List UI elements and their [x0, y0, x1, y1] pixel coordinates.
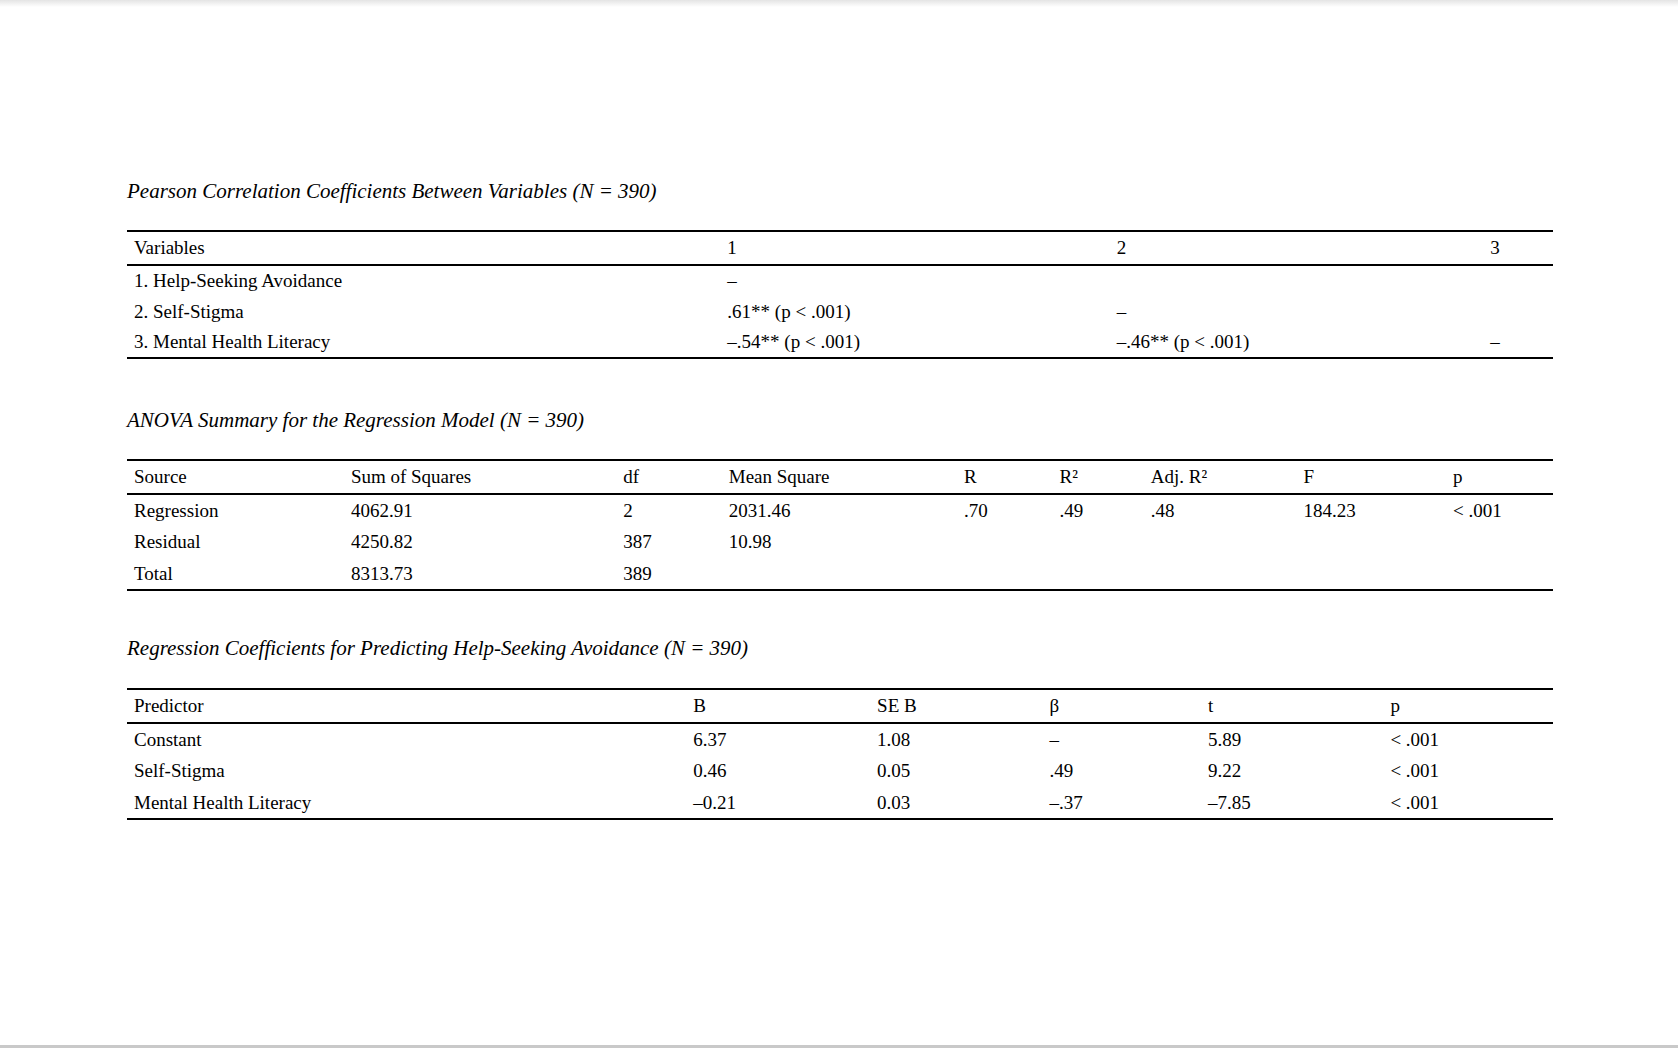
table-cell: – [1050, 723, 1208, 755]
table-cell: 389 [623, 558, 729, 590]
column-header-p: p [1390, 689, 1553, 723]
table-cell: .70 [964, 494, 1060, 526]
column-header-2: 2 [1117, 231, 1491, 265]
table-cell: 0.46 [693, 755, 877, 787]
row-label: Residual [127, 526, 351, 558]
table-cell: 4062.91 [351, 494, 623, 526]
table-cell: < .001 [1390, 755, 1553, 787]
table-cell: < .001 [1453, 494, 1553, 526]
correlation-table: Variables 1 2 3 1. Help-Seeking Avoidanc… [127, 230, 1553, 359]
table-cell: .49 [1050, 755, 1208, 787]
document-page: { "colors": { "page_background": "#fffff… [0, 0, 1678, 1052]
document-body: Pearson Correlation Coefficients Between… [0, 0, 1678, 820]
table-cell: 6.37 [693, 723, 877, 755]
table-row: Self-Stigma 0.46 0.05 .49 9.22 < .001 [127, 755, 1553, 787]
table-row: 3. Mental Health Literacy –.54** (p < .0… [127, 327, 1553, 358]
table-row: Mental Health Literacy –0.21 0.03 –.37 –… [127, 787, 1553, 819]
column-header-adj-r-squared: Adj. R² [1151, 460, 1304, 494]
coefficients-table: Predictor B SE B β t p Constant 6.37 1.0… [127, 688, 1553, 820]
table-cell [1303, 558, 1453, 590]
table-cell: .49 [1060, 494, 1151, 526]
table-cell: – [1490, 327, 1553, 358]
coefficients-header-row: Predictor B SE B β t p [127, 689, 1553, 723]
table-cell: 2 [623, 494, 729, 526]
table-cell [1453, 558, 1553, 590]
table-row: Constant 6.37 1.08 – 5.89 < .001 [127, 723, 1553, 755]
column-header-predictor: Predictor [127, 689, 693, 723]
table-cell [1490, 265, 1553, 296]
table-row: 1. Help-Seeking Avoidance – [127, 265, 1553, 296]
anova-table: Source Sum of Squares df Mean Square R R… [127, 459, 1553, 591]
column-header-r: R [964, 460, 1060, 494]
page-top-edge [0, 0, 1678, 7]
row-label: 3. Mental Health Literacy [127, 327, 727, 358]
table-cell [1060, 526, 1151, 558]
table-row: 2. Self-Stigma .61** (p < .001) – [127, 296, 1553, 327]
table-cell: 1.08 [877, 723, 1050, 755]
table-cell: 4250.82 [351, 526, 623, 558]
table-cell: .48 [1151, 494, 1304, 526]
column-header-p: p [1453, 460, 1553, 494]
row-label: Regression [127, 494, 351, 526]
table-cell [1453, 526, 1553, 558]
column-header-1: 1 [727, 231, 1116, 265]
table-cell: < .001 [1390, 723, 1553, 755]
table-cell [1151, 558, 1304, 590]
table-cell [964, 558, 1060, 590]
column-header-t: t [1208, 689, 1391, 723]
column-header-sum-of-squares: Sum of Squares [351, 460, 623, 494]
table-cell: – [727, 265, 1116, 296]
row-label: Total [127, 558, 351, 590]
table-cell [1303, 526, 1453, 558]
table-cell: 9.22 [1208, 755, 1391, 787]
column-header-3: 3 [1490, 231, 1553, 265]
table-cell: .61** (p < .001) [727, 296, 1116, 327]
table-cell: –.54** (p < .001) [727, 327, 1116, 358]
anova-table-title: ANOVA Summary for the Regression Model (… [127, 407, 1553, 433]
column-header-source: Source [127, 460, 351, 494]
row-label: 1. Help-Seeking Avoidance [127, 265, 727, 296]
table-row: Total 8313.73 389 [127, 558, 1553, 590]
column-header-beta: β [1050, 689, 1208, 723]
column-header-f: F [1303, 460, 1453, 494]
table-cell: 184.23 [1303, 494, 1453, 526]
table-cell: –.37 [1050, 787, 1208, 819]
table-cell [1117, 265, 1491, 296]
page-bottom-edge [0, 1045, 1678, 1048]
table-cell [1151, 526, 1304, 558]
table-cell [1490, 296, 1553, 327]
row-label: Mental Health Literacy [127, 787, 693, 819]
table-cell: 8313.73 [351, 558, 623, 590]
correlation-header-row: Variables 1 2 3 [127, 231, 1553, 265]
table-cell [1060, 558, 1151, 590]
table-cell: 0.03 [877, 787, 1050, 819]
table-cell: 387 [623, 526, 729, 558]
table-cell [729, 558, 964, 590]
table-cell: < .001 [1390, 787, 1553, 819]
row-label: Self-Stigma [127, 755, 693, 787]
column-header-variables: Variables [127, 231, 727, 265]
column-header-b: B [693, 689, 877, 723]
table-cell: –0.21 [693, 787, 877, 819]
correlation-table-title: Pearson Correlation Coefficients Between… [127, 178, 1553, 204]
table-row: Regression 4062.91 2 2031.46 .70 .49 .48… [127, 494, 1553, 526]
row-label: Constant [127, 723, 693, 755]
column-header-r-squared: R² [1060, 460, 1151, 494]
column-header-mean-square: Mean Square [729, 460, 964, 494]
table-cell: 0.05 [877, 755, 1050, 787]
table-cell: –7.85 [1208, 787, 1391, 819]
table-cell: 5.89 [1208, 723, 1391, 755]
coefficients-table-title: Regression Coefficients for Predicting H… [127, 635, 1553, 661]
anova-header-row: Source Sum of Squares df Mean Square R R… [127, 460, 1553, 494]
row-label: 2. Self-Stigma [127, 296, 727, 327]
column-header-df: df [623, 460, 729, 494]
table-cell: – [1117, 296, 1491, 327]
table-cell: 2031.46 [729, 494, 964, 526]
table-cell: –.46** (p < .001) [1117, 327, 1491, 358]
table-cell [964, 526, 1060, 558]
table-cell: 10.98 [729, 526, 964, 558]
column-header-se-b: SE B [877, 689, 1050, 723]
table-row: Residual 4250.82 387 10.98 [127, 526, 1553, 558]
